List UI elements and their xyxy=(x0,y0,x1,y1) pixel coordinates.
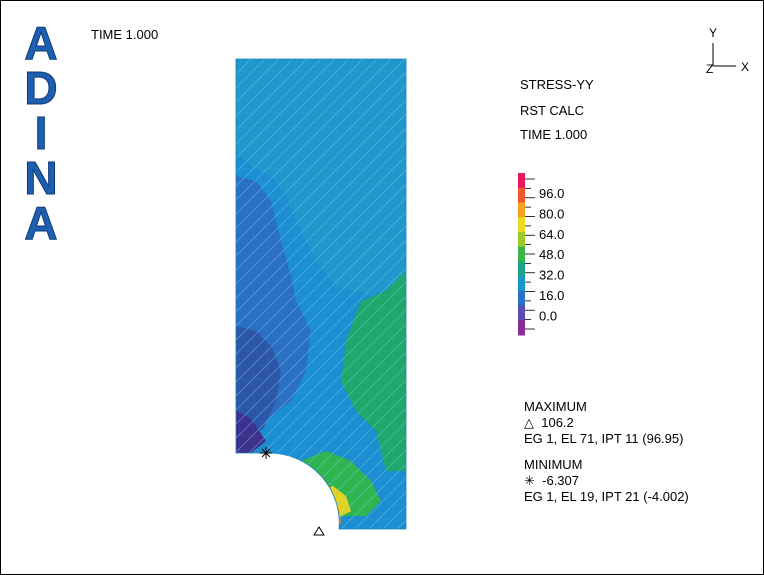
maximum-symbol-icon: △ xyxy=(524,415,534,430)
minimum-symbol-icon: ✳ xyxy=(524,473,535,488)
logo-letter: N xyxy=(24,152,57,204)
mesh-lines xyxy=(236,59,406,529)
color-bar-tick-label: 80.0 xyxy=(539,206,564,221)
color-bar-segment xyxy=(518,187,525,203)
maximum-marker xyxy=(313,526,325,536)
color-bar-tick-label: 64.0 xyxy=(539,227,564,242)
mesh-outline xyxy=(235,58,407,530)
logo-letter: I xyxy=(35,107,48,159)
logo-letter: A xyxy=(24,197,57,249)
color-bar-segment xyxy=(518,276,525,292)
logo-letter: A xyxy=(24,17,57,69)
mesh-region xyxy=(236,59,406,529)
minimum-row: ✳ -6.307 xyxy=(524,473,579,489)
result-method: RST CALC xyxy=(520,103,585,118)
color-bar-ticks: 96.0 80.0 64.0 48.0 32.0 16.0 0.0 xyxy=(525,178,564,330)
color-bar-tick-label: 48.0 xyxy=(539,247,564,262)
logo-letter: D xyxy=(24,62,57,114)
color-bar-tick-label: 32.0 xyxy=(539,268,564,283)
maximum-label: MAXIMUM xyxy=(524,399,587,414)
color-bar-segment xyxy=(518,246,525,262)
minimum-marker xyxy=(260,447,272,459)
result-variable: STRESS-YY xyxy=(520,77,594,92)
color-bar-tick-label: 0.0 xyxy=(539,308,557,323)
color-bar-tick-label: 96.0 xyxy=(539,186,564,201)
color-bar-segment xyxy=(518,320,525,336)
maximum-value: 106.2 xyxy=(541,415,574,430)
result-time: TIME 1.000 xyxy=(520,127,588,142)
axis-z-label: Z xyxy=(706,62,713,76)
minimum-value: -6.307 xyxy=(542,473,580,488)
minimum-location: EG 1, EL 19, IPT 21 (-4.002) xyxy=(524,489,689,504)
maximum-row: △ 106.2 xyxy=(524,415,574,431)
color-bar-segment xyxy=(518,202,525,218)
color-bar-segment xyxy=(518,231,525,248)
color-bar-segment xyxy=(518,290,525,307)
time-label: TIME 1.000 xyxy=(91,27,159,42)
color-bar-segment xyxy=(518,305,525,321)
axes-triad xyxy=(712,43,736,67)
color-bar-segment xyxy=(518,217,525,233)
color-bar-tick-label: 16.0 xyxy=(539,288,564,303)
maximum-location: EG 1, EL 71, IPT 11 (96.95) xyxy=(524,431,684,446)
axis-y-label: Y xyxy=(709,26,717,40)
minimum-label: MINIMUM xyxy=(524,457,583,472)
color-bar-segment xyxy=(518,261,525,277)
axis-x-label: X xyxy=(741,60,749,74)
color-bar xyxy=(518,173,525,336)
color-bar-segment xyxy=(518,173,525,189)
